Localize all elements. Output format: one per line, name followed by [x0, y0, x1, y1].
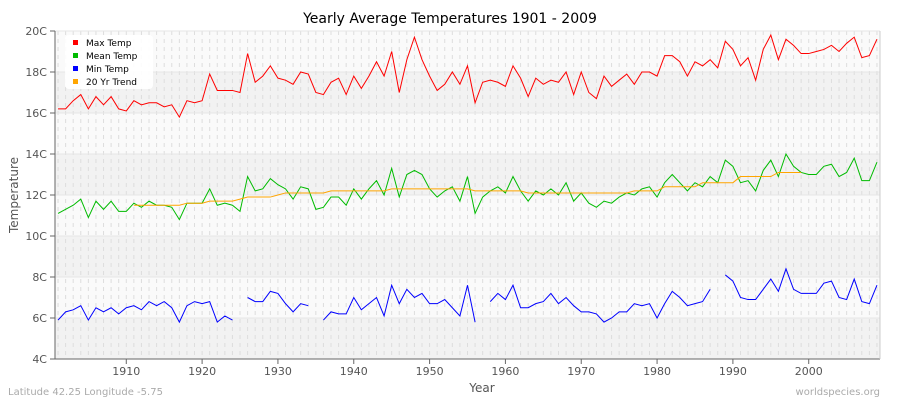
max-temp-legend-label: Max Temp [86, 39, 132, 49]
x-tick-label: 1950 [416, 365, 444, 378]
y-axis-label: Temperature [7, 157, 21, 234]
x-tick-label: 1980 [643, 365, 671, 378]
x-tick-label: 1940 [340, 365, 368, 378]
20-yr-trend-legend-swatch [73, 79, 78, 84]
y-tick-label: 6C [32, 312, 47, 325]
min-temp-legend-label: Min Temp [86, 65, 129, 75]
max-temp-line [58, 33, 878, 119]
chart-title: Yearly Average Temperatures 1901 - 2009 [302, 11, 597, 27]
y-tick-label: 16C [25, 107, 47, 120]
location-label: Latitude 42.25 Longitude -5.75 [8, 387, 163, 398]
x-tick-label: 1910 [112, 365, 140, 378]
legend: Max Temp Mean Temp Min Temp 20 Yr Trend [65, 35, 153, 89]
y-tick-label: 10C [25, 230, 47, 243]
x-tick-label: 2000 [795, 365, 823, 378]
min-temp-line [489, 283, 711, 323]
mean-temp-legend-swatch [73, 53, 78, 58]
y-tick-label: 14C [25, 148, 47, 161]
legend-box [65, 35, 153, 89]
x-tick-label: 1930 [264, 365, 292, 378]
x-tick-label: 1920 [188, 365, 216, 378]
min-temp-line [247, 290, 309, 313]
min-temp-line [724, 267, 878, 305]
y-tick-label: 18C [25, 66, 47, 79]
y-tick-label: 20C [25, 25, 47, 38]
min-temp-line [323, 283, 476, 323]
min-temp-legend-swatch [73, 66, 78, 71]
min-temp-line [57, 300, 233, 324]
y-tick-label: 8C [32, 271, 47, 284]
x-tick-label: 1970 [567, 365, 595, 378]
20-yr-trend-legend-label: 20 Yr Trend [86, 78, 137, 88]
x-tick-label: 1990 [719, 365, 747, 378]
max-temp-legend-swatch [73, 40, 78, 45]
20-yr-trend-line [133, 171, 802, 206]
site-credit: worldspecies.org [796, 387, 880, 398]
y-tick-label: 4C [32, 353, 47, 366]
x-axis-label: Year [468, 381, 494, 395]
mean-temp-legend-label: Mean Temp [86, 52, 138, 62]
y-tick-label: 12C [25, 189, 47, 202]
x-tick-label: 1960 [491, 365, 519, 378]
